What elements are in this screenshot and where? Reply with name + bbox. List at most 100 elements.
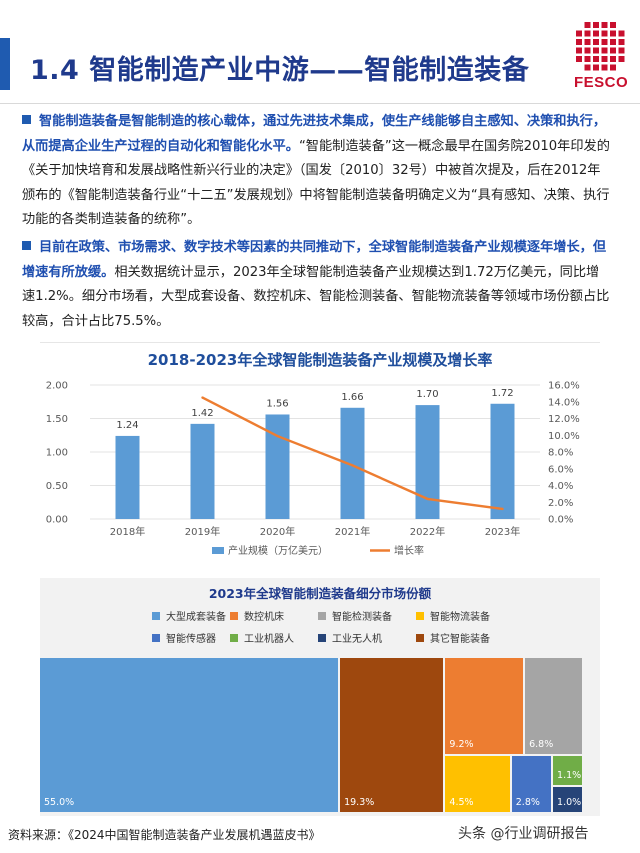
treemap-cell-label: 2.8% bbox=[515, 796, 540, 808]
treemap-cell-label: 6.8% bbox=[529, 739, 554, 751]
x-tick-label: 2018年 bbox=[110, 525, 145, 538]
logo-dot bbox=[610, 64, 616, 71]
logo-dot bbox=[584, 30, 591, 37]
logo-text: FESCO bbox=[574, 74, 629, 91]
x-tick-label: 2020年 bbox=[260, 525, 295, 538]
fesco-logo-icon bbox=[576, 22, 625, 71]
title-accent-bar bbox=[0, 38, 10, 90]
y2-tick-label: 2.0% bbox=[548, 498, 573, 509]
y2-tick-label: 10.0% bbox=[548, 431, 580, 442]
logo-dot bbox=[584, 47, 591, 54]
segment-legend-label: 其它智能装备 bbox=[430, 634, 490, 645]
segment-legend-label: 智能检测装备 bbox=[332, 612, 392, 623]
logo-dot bbox=[593, 22, 599, 28]
logo-dot bbox=[610, 56, 616, 62]
page-title: 1.4 智能制造产业中游——智能制造装备 bbox=[30, 55, 530, 86]
segment-legend-swatch bbox=[230, 634, 238, 642]
x-tick-label: 2021年 bbox=[335, 525, 370, 538]
paragraph-1: 智能制造装备是智能制造的核心载体，通过先进技术集成，使生产线能够自主感知、决策和… bbox=[22, 110, 612, 233]
logo-dot bbox=[601, 39, 608, 45]
segment-legend-item: 其它智能装备 bbox=[416, 630, 490, 645]
segment-legend-swatch bbox=[416, 634, 424, 642]
logo-dot bbox=[576, 47, 582, 54]
watermark: 头条 @行业调研报告 bbox=[458, 826, 589, 842]
growth-rate-point bbox=[426, 497, 429, 501]
bar bbox=[115, 435, 140, 519]
paragraph-1-bold: 智能制造装备是智能制造的核心载体，通过先进技术集成，使生产线能够自主感知、决策和… bbox=[22, 114, 607, 154]
y2-tick-label: 8.0% bbox=[548, 448, 573, 459]
growth-rate-point bbox=[501, 507, 504, 511]
bullet-square-icon bbox=[22, 115, 31, 124]
treemap-cell-label: 55.0% bbox=[44, 797, 75, 808]
segment-legend-item: 智能检测装备 bbox=[318, 608, 392, 623]
market-size-chart-svg: 2018-2023年全球智能制造装备产业规模及增长率 0.00 0.50 1.00 1.… bbox=[46, 351, 580, 557]
paragraph-2-bold: 目前在政策、市场需求、数字技术等因素的共同推动下，全球智能制造装备产业规模逐年增… bbox=[22, 240, 607, 280]
treemap-cell-label: 19.3% bbox=[344, 797, 375, 808]
segment-legend-item: 工业无人机 bbox=[318, 630, 382, 645]
logo-dot bbox=[584, 22, 591, 28]
treemap-cell: 1.1% bbox=[553, 756, 582, 785]
y2-tick-label: 16.0% bbox=[548, 381, 580, 392]
y2-tick-label: 4.0% bbox=[548, 481, 573, 492]
legend-line-label: 增长率 bbox=[394, 544, 424, 557]
source-note: 资料来源：《2024中国智能制造装备产业发展机遇蓝皮书》 bbox=[8, 828, 321, 842]
logo-dot bbox=[618, 56, 625, 62]
bar-data-label: 1.42 bbox=[191, 408, 213, 419]
logo-dot bbox=[601, 30, 608, 37]
bar-data-label: 1.70 bbox=[416, 389, 438, 400]
treemap-cell: 6.8% bbox=[525, 658, 582, 755]
x-tick-label: 2022年 bbox=[410, 525, 445, 538]
logo-dot bbox=[610, 22, 616, 28]
treemap-cell: 2.8% bbox=[511, 756, 552, 812]
logo-dot bbox=[576, 30, 582, 37]
y2-tick-label: 14.0% bbox=[548, 397, 580, 408]
logo-dot bbox=[601, 56, 608, 62]
segment-treemap: 55.0% 19.3% 9.2% 6.8% 4.5% 2.8% 1.1% 1.0% bbox=[40, 658, 584, 814]
legend-bar-swatch bbox=[212, 547, 224, 554]
treemap-cell-label: 9.2% bbox=[449, 739, 474, 751]
logo-dot bbox=[593, 30, 599, 37]
segment-legend-swatch bbox=[230, 612, 238, 620]
segment-legend-item: 数控机床 bbox=[230, 608, 284, 623]
segment-legend-swatch bbox=[318, 634, 326, 642]
segment-legend-item: 大型成套装备 bbox=[152, 608, 226, 623]
logo-dot bbox=[593, 64, 599, 71]
treemap-cell: 1.0% bbox=[553, 786, 582, 812]
growth-rate-point bbox=[351, 464, 354, 467]
segment-legend-swatch bbox=[416, 612, 424, 620]
logo-dot bbox=[610, 30, 616, 37]
logo-dot bbox=[601, 47, 608, 54]
paragraph-2-text: 相关数据统计显示，2023年全球智能制造装备产业规模达到1.72万亿美元，同比增… bbox=[22, 264, 610, 329]
x-tick-label: 2019年 bbox=[185, 525, 220, 538]
bullet-square-icon bbox=[22, 241, 31, 250]
x-tick-label: 2023年 bbox=[485, 525, 520, 538]
logo-dot bbox=[610, 39, 616, 45]
legend-bar-label: 产业规模（万亿美元） bbox=[228, 544, 328, 557]
segment-legend-label: 大型成套装备 bbox=[166, 612, 226, 623]
logo-dot bbox=[584, 64, 591, 71]
logo-dot bbox=[618, 30, 625, 37]
y-tick-label: 1.00 bbox=[46, 448, 68, 459]
segment-legend-label: 工业机器人 bbox=[244, 634, 294, 645]
treemap-cell: 9.2% bbox=[445, 658, 524, 755]
y-tick-label: 2.00 bbox=[46, 381, 68, 392]
bar bbox=[190, 423, 215, 519]
segment-legend-item: 工业机器人 bbox=[230, 630, 294, 645]
growth-rate-point bbox=[276, 434, 279, 438]
logo-dot bbox=[601, 22, 608, 28]
segment-chart-title-svg: 2023年全球智能制造装备细分市场份额 bbox=[209, 586, 432, 601]
segment-legend-swatch bbox=[152, 634, 160, 642]
segment-legend-swatch bbox=[318, 612, 326, 620]
segment-legend-item: 智能物流装备 bbox=[416, 608, 490, 623]
bar-data-label: 1.56 bbox=[266, 398, 288, 409]
y-tick-label: 0.00 bbox=[46, 515, 68, 526]
logo-dot bbox=[576, 39, 582, 45]
segment-legend-swatch bbox=[152, 612, 160, 620]
logo-dot bbox=[593, 39, 599, 45]
treemap-cell-label: 1.0% bbox=[557, 796, 582, 808]
segment-legend-item: 智能传感器 bbox=[152, 630, 216, 645]
segment-legend-label: 智能传感器 bbox=[166, 634, 216, 645]
bar bbox=[490, 403, 515, 519]
bar-data-label: 1.24 bbox=[116, 420, 138, 431]
segment-legend-label: 数控机床 bbox=[244, 612, 284, 623]
